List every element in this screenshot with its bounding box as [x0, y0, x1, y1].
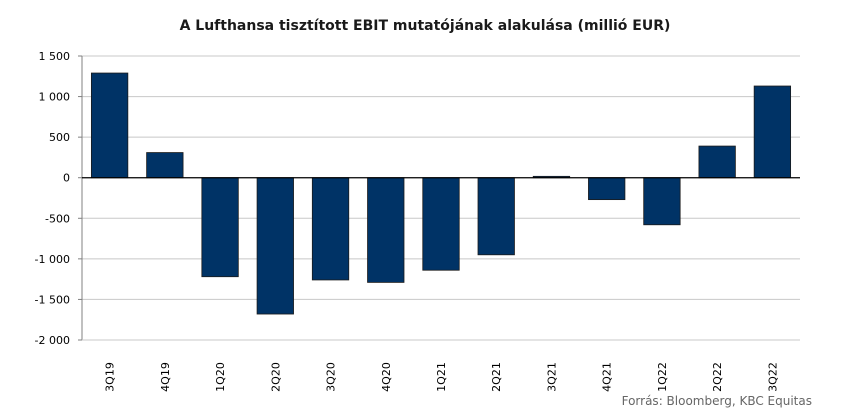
x-tick-label: 3Q21 [545, 362, 558, 392]
bar-2Q20 [256, 177, 294, 315]
x-tick-label: 3Q20 [325, 362, 338, 392]
x-tick-label: 1Q20 [214, 362, 227, 392]
y-tick-label: 1 500 [39, 50, 71, 63]
x-tick-label: 4Q21 [601, 362, 614, 392]
bar-4Q19 [146, 152, 184, 179]
x-tick-label: 2Q21 [490, 362, 503, 392]
y-tick-label: -500 [45, 212, 70, 225]
source-note: Forrás: Bloomberg, KBC Equitas [621, 394, 812, 408]
bar-3Q20 [311, 177, 350, 281]
y-tick-label: -1 000 [35, 253, 70, 266]
bar-1Q20 [201, 177, 239, 278]
y-tick-label: 0 [63, 172, 70, 185]
bar-3Q22 [753, 85, 792, 179]
x-tick-label: 4Q20 [380, 362, 393, 392]
y-tick-label: -2 000 [35, 334, 70, 347]
y-tick-label: -1 500 [35, 293, 70, 306]
bar-3Q19 [90, 72, 129, 179]
bar-4Q21 [588, 177, 626, 201]
x-tick-label: 1Q21 [435, 362, 448, 392]
x-tick-label: 1Q22 [656, 362, 669, 392]
bar-4Q20 [367, 177, 405, 283]
x-tick-label: 4Q19 [159, 362, 172, 392]
x-tick-label: 3Q19 [104, 362, 117, 392]
bar-1Q21 [422, 177, 460, 271]
bar-2Q22 [698, 145, 736, 179]
bar-2Q21 [477, 177, 515, 256]
y-tick-label: 1 000 [39, 91, 71, 104]
x-tick-label: 2Q22 [711, 362, 724, 392]
y-tick-label: 500 [49, 131, 70, 144]
x-tick-label: 3Q22 [766, 362, 779, 392]
x-tick-label: 2Q20 [269, 362, 282, 392]
chart-title: A Lufthansa tisztított EBIT mutatójának … [179, 18, 671, 34]
bar-1Q22 [643, 177, 681, 226]
